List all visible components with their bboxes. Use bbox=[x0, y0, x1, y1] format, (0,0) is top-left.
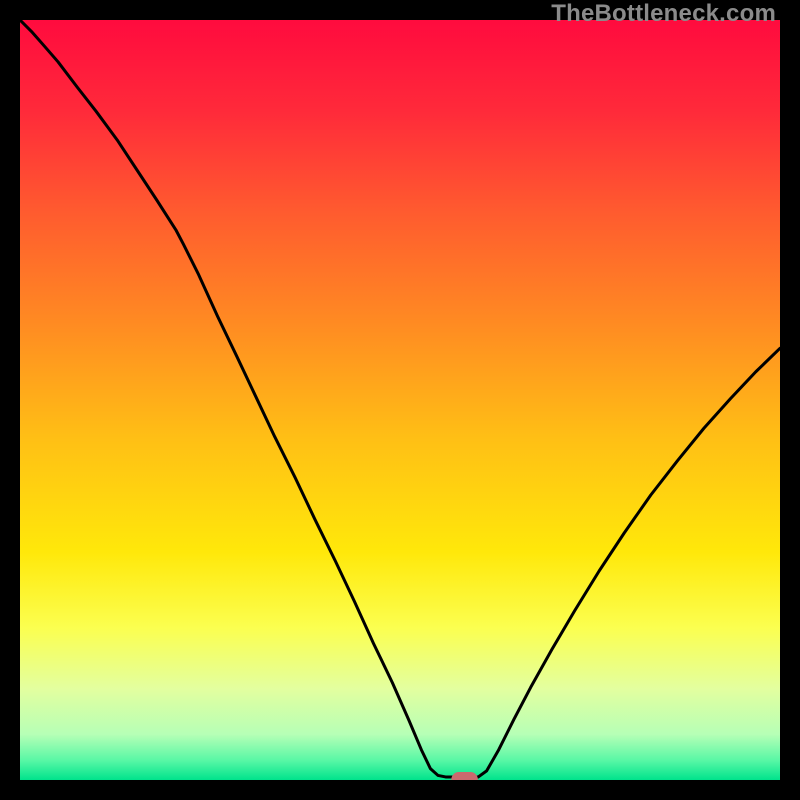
site-watermark: TheBottleneck.com bbox=[551, 0, 776, 28]
gradient-background bbox=[20, 20, 780, 780]
plot-area bbox=[20, 20, 780, 780]
chart-frame: TheBottleneck.com bbox=[0, 0, 800, 800]
plot-svg bbox=[20, 20, 780, 780]
optimal-marker bbox=[451, 772, 478, 780]
